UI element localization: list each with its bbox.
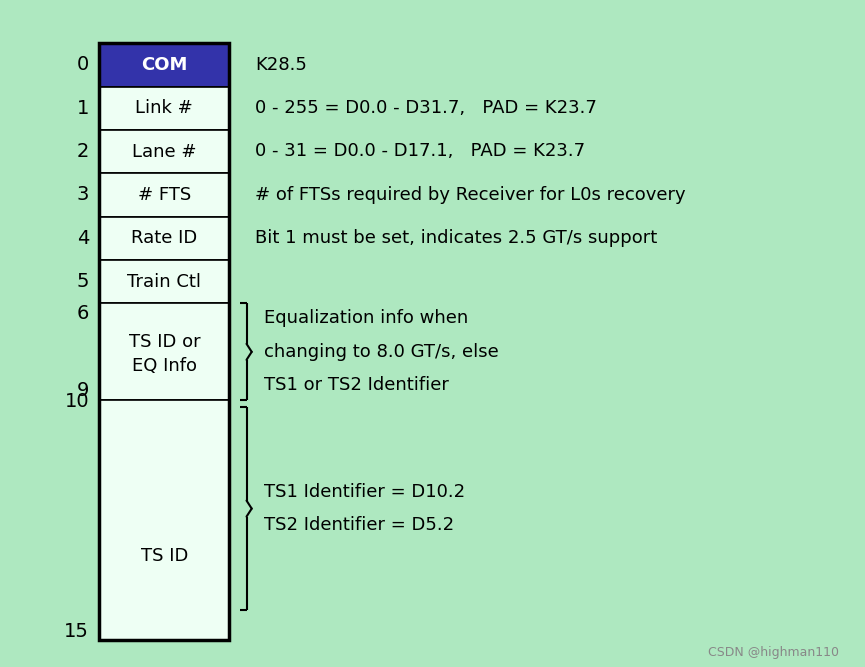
Text: Rate ID: Rate ID [131,229,197,247]
Text: 2: 2 [77,142,89,161]
Text: 0: 0 [77,55,89,74]
Bar [99,87,229,130]
Bar [99,217,229,260]
Text: TS ID or: TS ID or [129,334,200,351]
Text: 5: 5 [77,272,89,291]
Text: TS2 Identifier = D5.2: TS2 Identifier = D5.2 [264,516,454,534]
Text: Bit 1 must be set, indicates 2.5 GT/s support: Bit 1 must be set, indicates 2.5 GT/s su… [255,229,657,247]
Bar [99,303,229,400]
Bar [99,173,229,217]
Text: 3: 3 [77,185,89,204]
Text: CSDN @highman110: CSDN @highman110 [708,646,839,659]
Text: EQ Info: EQ Info [131,358,197,376]
Bar [99,43,229,640]
Bar [99,130,229,173]
Text: 4: 4 [77,229,89,247]
Text: # FTS: # FTS [138,186,191,204]
Bar [99,260,229,303]
Text: 15: 15 [64,622,89,641]
Text: # of FTSs required by Receiver for L0s recovery: # of FTSs required by Receiver for L0s r… [255,186,686,203]
Text: Equalization info when: Equalization info when [264,309,468,327]
Text: COM: COM [141,56,188,74]
Text: TS ID: TS ID [141,548,188,565]
Text: Train Ctl: Train Ctl [127,273,202,291]
Text: 10: 10 [65,392,89,411]
Text: 0 - 31 = D0.0 - D17.1,   PAD = K23.7: 0 - 31 = D0.0 - D17.1, PAD = K23.7 [255,143,586,160]
Text: 1: 1 [77,99,89,117]
Text: 6: 6 [77,304,89,323]
Bar [99,400,229,640]
Text: 0 - 255 = D0.0 - D31.7,   PAD = K23.7: 0 - 255 = D0.0 - D31.7, PAD = K23.7 [255,99,597,117]
Text: Lane #: Lane # [132,143,196,161]
Text: TS1 or TS2 Identifier: TS1 or TS2 Identifier [264,376,449,394]
Text: TS1 Identifier = D10.2: TS1 Identifier = D10.2 [264,483,465,501]
Text: K28.5: K28.5 [255,56,307,73]
Text: 9: 9 [77,381,89,400]
Text: Link #: Link # [136,99,193,117]
Bar [99,43,229,87]
Text: changing to 8.0 GT/s, else: changing to 8.0 GT/s, else [264,343,498,361]
